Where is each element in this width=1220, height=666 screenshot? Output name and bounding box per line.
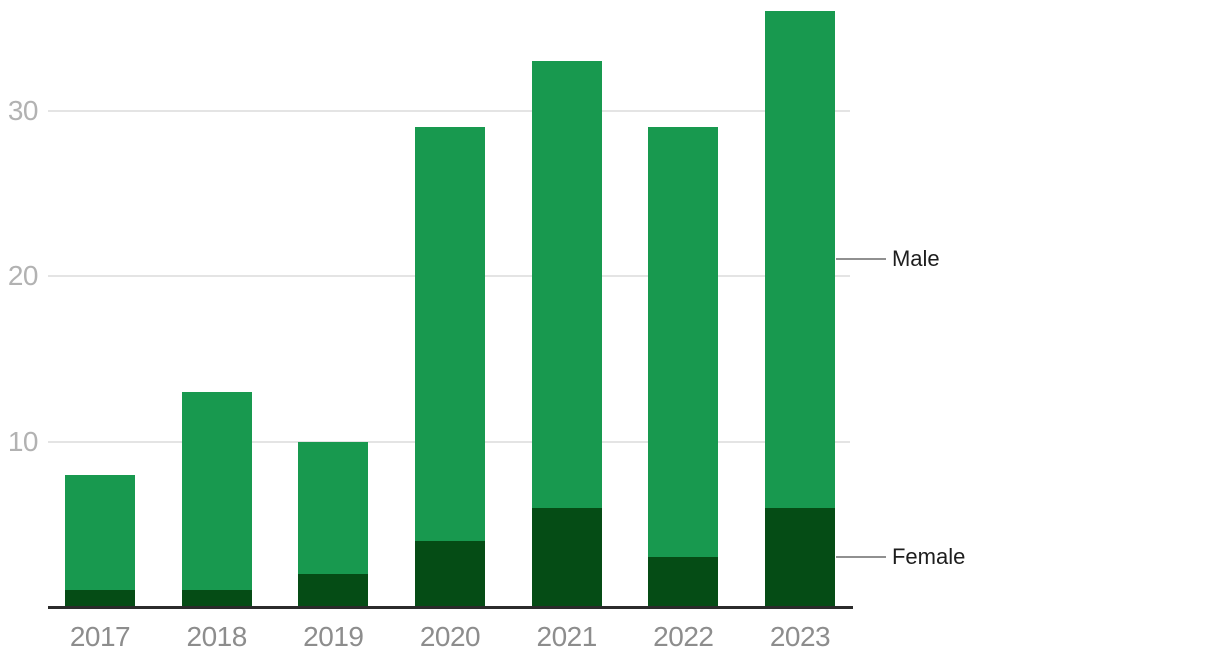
bar-2021-female[interactable] xyxy=(531,507,602,607)
bar-2020-female[interactable] xyxy=(415,540,485,607)
bar-2019-male[interactable] xyxy=(298,441,369,574)
bar-2021-male[interactable] xyxy=(531,60,602,508)
female-label-connector-line xyxy=(836,556,886,559)
bar-2017-female[interactable] xyxy=(65,590,135,607)
bar-2023-female[interactable] xyxy=(765,507,836,607)
bar-2022-female[interactable] xyxy=(648,557,719,607)
x-tick-label-2022: 2022 xyxy=(653,621,714,652)
bar-2017-male[interactable] xyxy=(65,474,135,591)
y-tick-label-30: 30 xyxy=(7,94,39,126)
bar-2022-male[interactable] xyxy=(648,127,719,558)
bar-2023-male[interactable] xyxy=(765,11,836,508)
male-label-connector-line xyxy=(836,258,886,261)
x-tick-label-2020: 2020 xyxy=(419,621,481,652)
bar-2019-female[interactable] xyxy=(298,573,369,607)
bar-2020-male[interactable] xyxy=(415,127,485,541)
x-tick-label-2021: 2021 xyxy=(536,621,598,652)
y-tick-label-20: 20 xyxy=(7,260,39,291)
bar-2018-male[interactable] xyxy=(181,391,252,591)
male-series-label-text: Male xyxy=(891,246,940,272)
x-tick-label-2017: 2017 xyxy=(69,621,131,652)
x-axis-line xyxy=(48,606,853,609)
y-tick-label-10: 10 xyxy=(7,425,39,457)
x-tick-label-2023: 2023 xyxy=(769,621,831,652)
female-series-label-text: Female xyxy=(891,544,966,570)
gridline-30 xyxy=(48,109,850,112)
x-tick-label-2018: 2018 xyxy=(186,621,248,652)
bar-2018-female[interactable] xyxy=(181,590,252,607)
x-tick-label-2019: 2019 xyxy=(303,621,364,652)
